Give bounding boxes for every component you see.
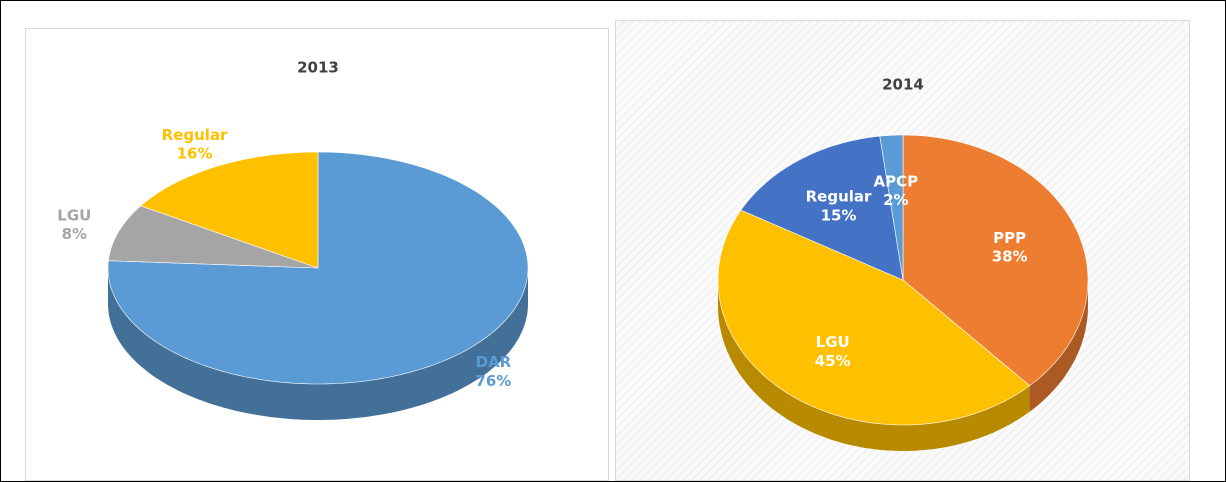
label-value: 2% (883, 191, 908, 209)
data-label: PPP 38% (992, 228, 1028, 265)
label-value: 16% (177, 144, 213, 162)
label-value: 8% (62, 225, 87, 243)
slice-side (108, 268, 528, 420)
slice (140, 151, 319, 269)
label-name: LGU (816, 333, 850, 351)
slice (902, 134, 1089, 387)
slice-side (718, 280, 1030, 451)
slice (740, 135, 904, 281)
data-label: Regular 16% (162, 125, 228, 162)
label-name: Regular (806, 187, 872, 205)
slice (108, 205, 319, 269)
label-name: LGU (57, 206, 91, 224)
label-name: Regular (162, 125, 228, 143)
label-name: DAR (476, 353, 512, 371)
label-value: 15% (821, 206, 857, 224)
slice (879, 134, 904, 281)
label-value: 45% (815, 351, 851, 369)
label-name: APCP (873, 172, 918, 190)
data-label: APCP 2% (873, 172, 918, 209)
label-value: 76% (475, 371, 511, 389)
slice-side (1029, 280, 1088, 412)
data-label: LGU 45% (815, 333, 851, 370)
slice (717, 209, 1031, 426)
label-value: 38% (992, 247, 1028, 265)
chart-title: 2013 (297, 59, 339, 77)
label-name: PPP (993, 228, 1026, 246)
data-label: LGU 8% (57, 206, 91, 243)
chart-title: 2014 (882, 76, 924, 94)
data-label: Regular 15% (806, 187, 872, 224)
data-label: DAR 76% (475, 353, 511, 390)
